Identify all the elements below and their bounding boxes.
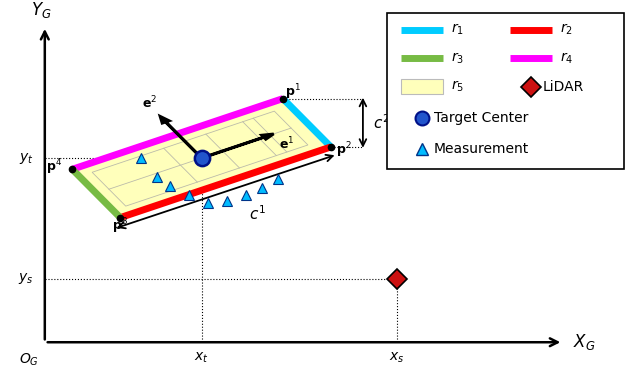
Text: $r_4$: $r_4$ xyxy=(559,51,573,66)
Text: $\mathbf{e}^1$: $\mathbf{e}^1$ xyxy=(279,136,294,153)
Text: $\mathbf{p}^1$: $\mathbf{p}^1$ xyxy=(285,82,300,102)
Text: $\mathbf{p}^2$: $\mathbf{p}^2$ xyxy=(336,140,351,160)
Text: $r_1$: $r_1$ xyxy=(451,22,463,38)
Text: $y_t$: $y_t$ xyxy=(19,151,33,166)
Text: $y_s$: $y_s$ xyxy=(18,272,33,286)
Text: $x_t$: $x_t$ xyxy=(195,350,209,365)
FancyArrow shape xyxy=(160,116,202,158)
FancyArrow shape xyxy=(202,134,274,158)
Text: $c^2$: $c^2$ xyxy=(372,113,389,132)
Text: $O_G$: $O_G$ xyxy=(19,352,39,368)
Text: $X_G$: $X_G$ xyxy=(573,332,595,352)
Text: LiDAR: LiDAR xyxy=(543,80,584,94)
Text: Measurement: Measurement xyxy=(434,142,529,156)
Text: $r_2$: $r_2$ xyxy=(559,22,573,38)
Text: $r_5$: $r_5$ xyxy=(451,79,464,94)
Text: $\mathbf{p}^3$: $\mathbf{p}^3$ xyxy=(112,216,128,235)
Bar xyxy=(401,79,443,94)
Text: $c^1$: $c^1$ xyxy=(249,205,266,223)
Text: $x_s$: $x_s$ xyxy=(389,350,404,365)
Text: $\mathbf{p}^4$: $\mathbf{p}^4$ xyxy=(46,158,62,177)
Text: $Y_G$: $Y_G$ xyxy=(31,0,52,20)
FancyBboxPatch shape xyxy=(387,13,624,169)
Polygon shape xyxy=(72,99,331,218)
Text: $\mathbf{e}^2$: $\mathbf{e}^2$ xyxy=(141,95,157,112)
Text: $r_3$: $r_3$ xyxy=(451,51,463,66)
Text: Target Center: Target Center xyxy=(434,111,528,125)
